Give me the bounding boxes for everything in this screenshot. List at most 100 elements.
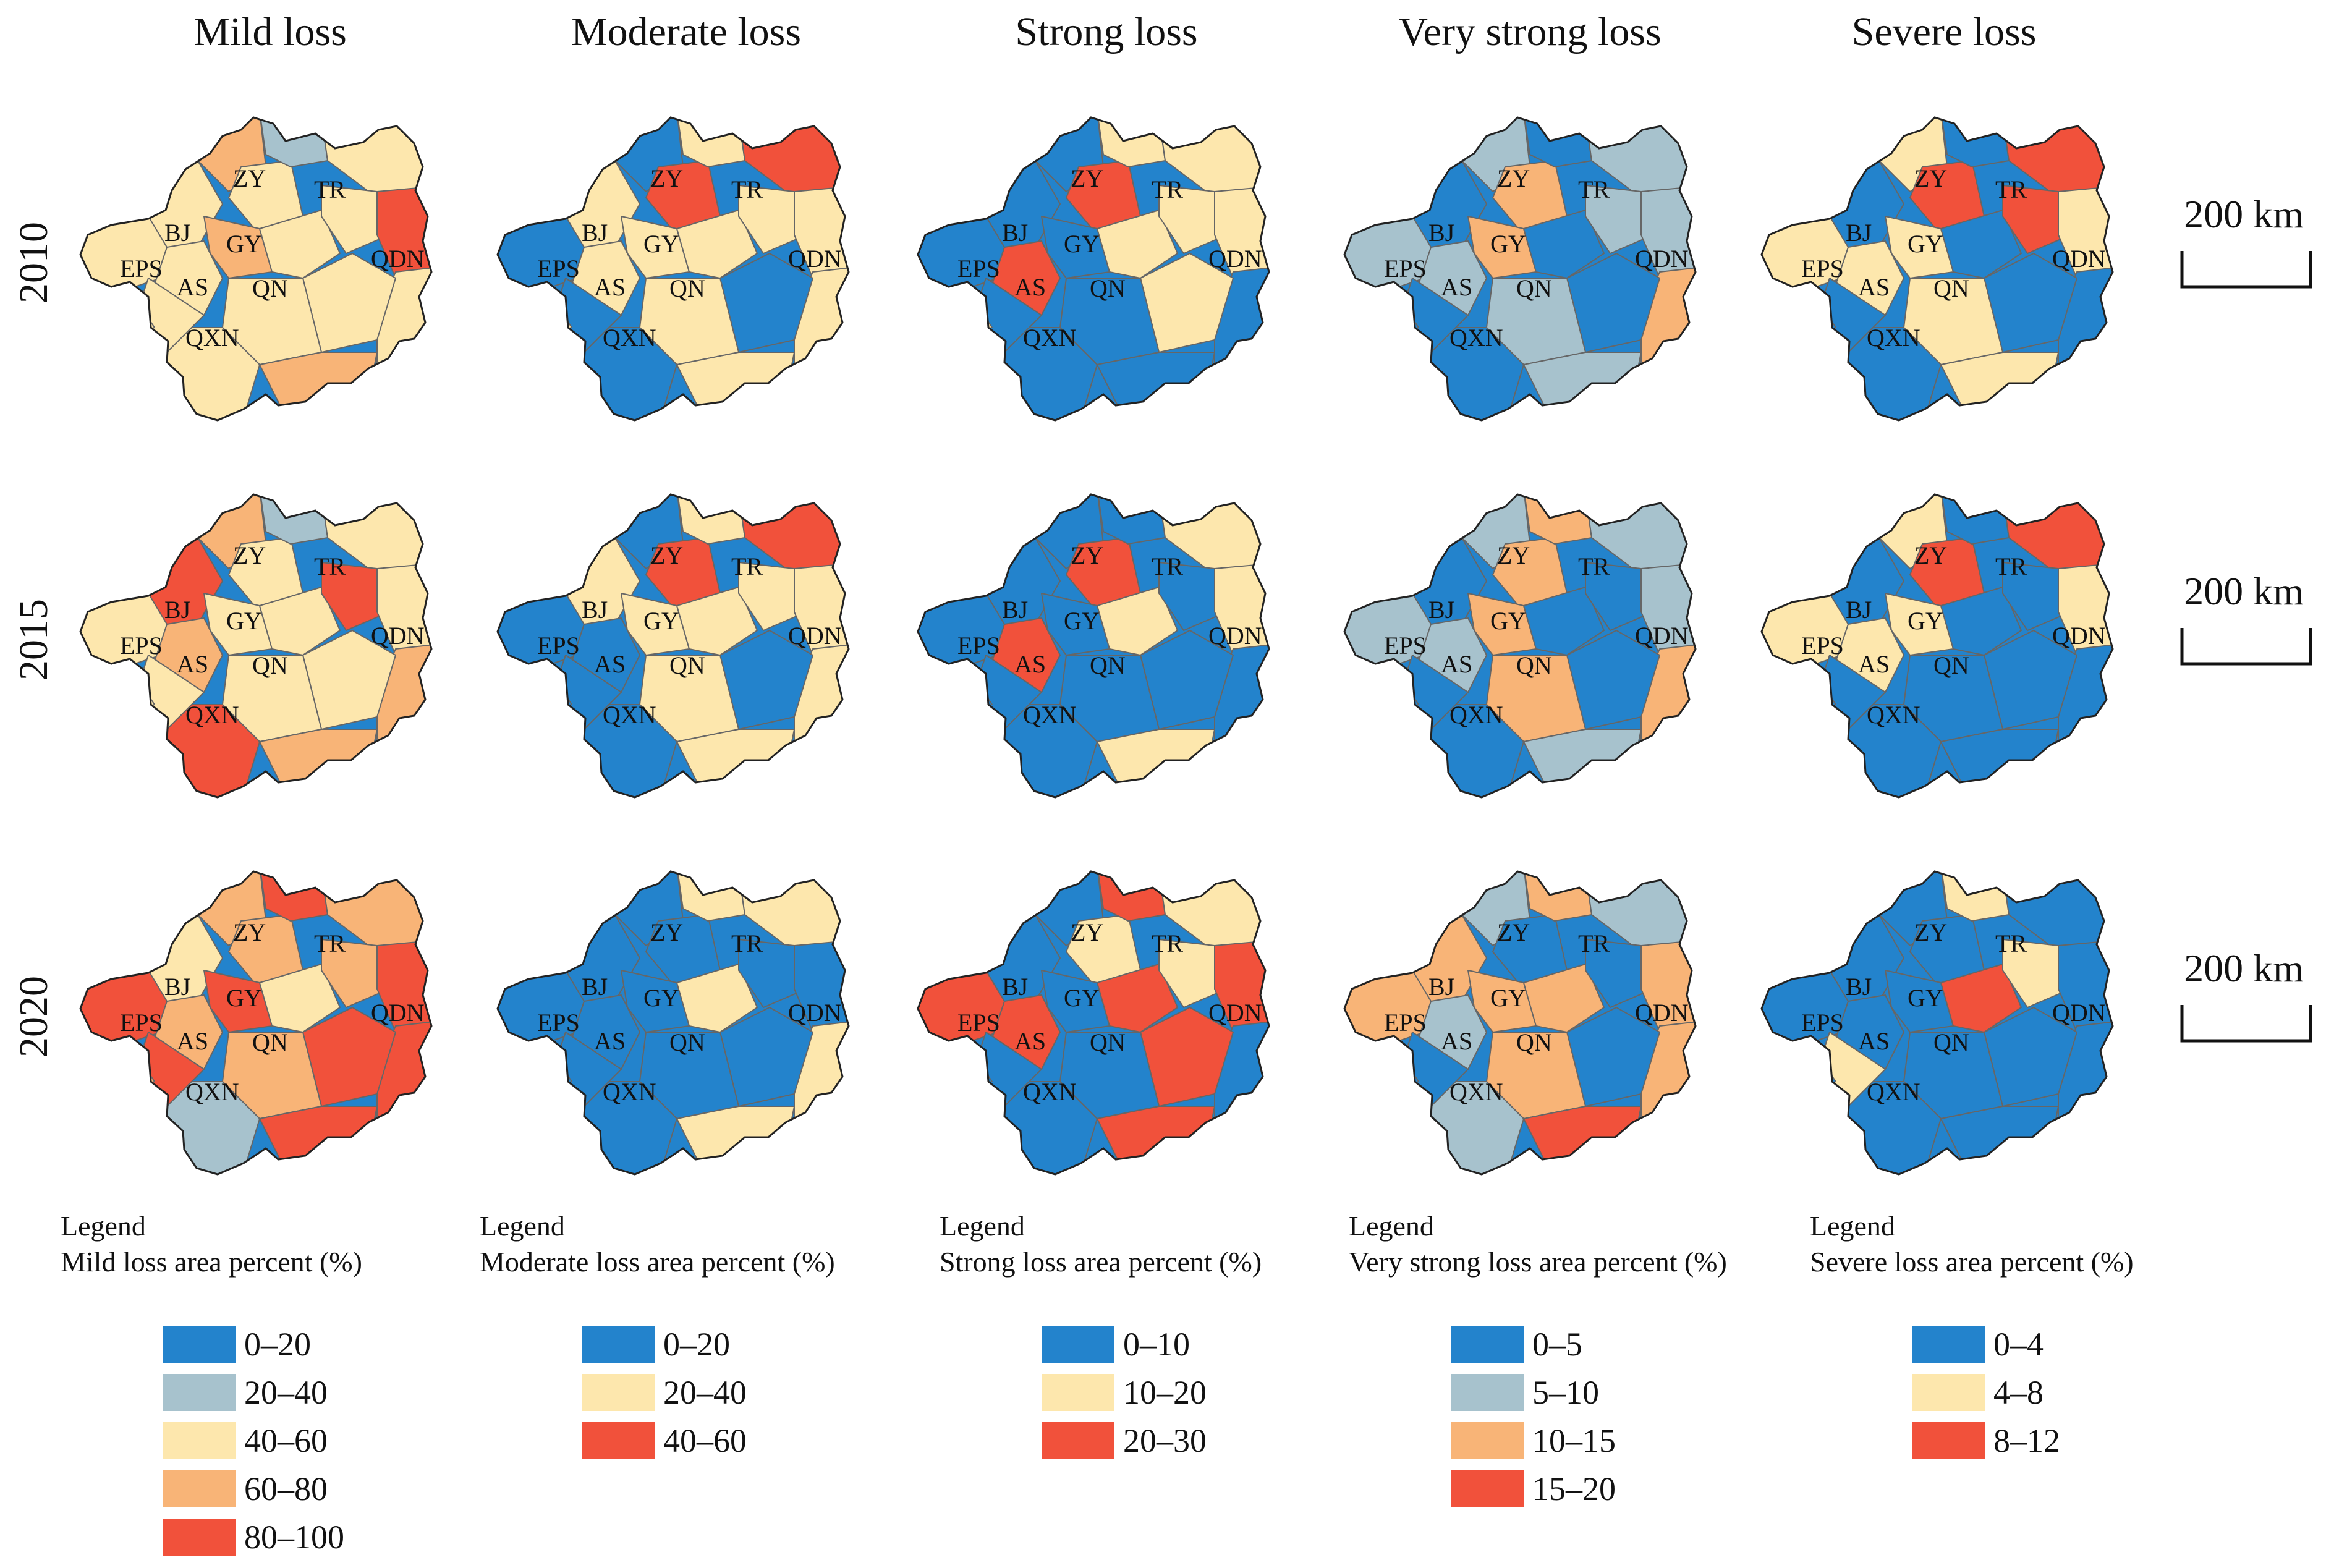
region-label-qn: QN — [669, 274, 705, 302]
region-label-zy: ZY — [1914, 918, 1947, 946]
region-label-as: AS — [177, 273, 208, 301]
region-label-qxn: QXN — [1023, 701, 1077, 729]
province-outline — [917, 870, 1270, 1176]
map-region — [1467, 593, 1537, 656]
region-label-gy: GY — [1908, 984, 1943, 1012]
region-label-qn: QN — [669, 651, 705, 679]
region-label-eps: EPS — [1384, 632, 1427, 659]
region-label-gy: GY — [643, 984, 679, 1012]
region-label-gy: GY — [1064, 230, 1100, 258]
region-label-qxn: QXN — [185, 324, 239, 352]
map-region — [203, 970, 273, 1033]
map-region — [259, 729, 378, 797]
region-label-qn: QN — [252, 1028, 288, 1056]
map-region — [1885, 593, 1954, 656]
map-region — [1585, 939, 1654, 1008]
province-outline — [79, 116, 433, 422]
map-region — [2002, 939, 2071, 1008]
region-label-qn: QN — [1933, 651, 1969, 679]
region-label-tr: TR — [1152, 176, 1183, 203]
region-label-tr: TR — [1995, 553, 2027, 580]
region-label-qn: QN — [1090, 651, 1126, 679]
map-region — [2002, 562, 2071, 631]
region-label-qxn: QXN — [603, 701, 656, 729]
map-very-strong-2015: ZY TR BJ GY QDN EPS AS QN QXN — [1320, 470, 1715, 816]
region-label-qxn: QXN — [1023, 324, 1077, 352]
region-label-zy: ZY — [650, 918, 683, 946]
map-region — [203, 216, 273, 279]
map-region — [676, 587, 758, 656]
map-region — [1097, 729, 1215, 797]
region-label-qxn: QXN — [603, 324, 656, 352]
region-label-zy: ZY — [233, 918, 266, 946]
region-label-tr: TR — [314, 930, 346, 957]
region-label-as: AS — [1858, 1027, 1890, 1055]
legend-swatch — [582, 1326, 655, 1363]
legend-moderate: Legend Moderate loss area percent (%) 0–20… — [480, 1208, 835, 1459]
legend-title: Legend — [940, 1210, 1025, 1242]
region-label-tr: TR — [314, 553, 346, 580]
region-label-qxn: QXN — [185, 1078, 239, 1106]
scale-bar-2010: 200 km — [2163, 192, 2324, 290]
legend-subtitle: Moderate loss area percent (%) — [480, 1246, 835, 1278]
province-outline — [917, 493, 1270, 799]
legend-item-label: 5–10 — [1532, 1374, 1599, 1411]
region-label-qdn: QDN — [2052, 622, 2106, 650]
legend-subtitle: Severe loss area percent (%) — [1810, 1246, 2134, 1278]
map-mild-2015: ZY TR BJ GY QDN EPS AS QN QXN — [56, 470, 451, 816]
map-region — [259, 1106, 378, 1174]
province-outline — [1760, 116, 2114, 422]
region-label-qdn: QDN — [1208, 245, 1262, 273]
legend-item-label: 0–10 — [1123, 1326, 1190, 1363]
map-region — [2002, 185, 2071, 254]
scale-bar-label: 200 km — [2184, 569, 2304, 613]
map-region — [1523, 210, 1605, 279]
region-label-as: AS — [1441, 273, 1472, 301]
map-region — [1097, 964, 1178, 1033]
province-outline — [1343, 493, 1697, 799]
region-label-qxn: QXN — [1023, 1078, 1077, 1106]
legend-swatch — [1042, 1326, 1114, 1363]
region-label-eps: EPS — [537, 1009, 580, 1036]
region-label-qn: QN — [1933, 274, 1969, 302]
legend-title: Legend — [480, 1210, 565, 1242]
region-label-as: AS — [1441, 650, 1472, 678]
legend-swatch — [1042, 1374, 1114, 1411]
map-mild-2010: ZY TR BJ GY QDN EPS AS QN QXN — [56, 93, 451, 439]
map-region — [1467, 970, 1537, 1033]
map-region — [1041, 216, 1110, 279]
province-outline — [79, 493, 433, 799]
region-label-eps: EPS — [120, 1009, 163, 1036]
map-region — [1158, 185, 1228, 254]
legend-subtitle: Mild loss area percent (%) — [61, 1246, 362, 1278]
legend-item-label: 40–60 — [244, 1422, 328, 1459]
region-label-bj: BJ — [1428, 973, 1454, 1001]
legend-title: Legend — [1810, 1210, 1895, 1242]
region-label-as: AS — [1441, 1027, 1472, 1055]
legend-swatch — [163, 1422, 236, 1459]
map-severe-2015: ZY TR BJ GY QDN EPS AS QN QXN — [1737, 470, 2133, 816]
map-region — [1885, 216, 1954, 279]
column-title-moderate: Moderate loss — [571, 9, 802, 54]
map-region — [259, 210, 341, 279]
region-label-tr: TR — [731, 176, 763, 203]
legend-item-label: 0–20 — [663, 1326, 730, 1363]
map-very-strong-2010: ZY TR BJ GY QDN EPS AS QN QXN — [1320, 93, 1715, 439]
region-label-tr: TR — [1995, 930, 2027, 957]
region-label-qxn: QXN — [1449, 324, 1503, 352]
legend-item-label: 20–30 — [1123, 1422, 1207, 1459]
region-label-eps: EPS — [1384, 1009, 1427, 1036]
map-region — [621, 970, 690, 1033]
region-label-zy: ZY — [1071, 541, 1103, 569]
region-label-gy: GY — [226, 607, 262, 635]
region-label-eps: EPS — [120, 255, 163, 282]
region-label-gy: GY — [1490, 607, 1526, 635]
region-label-as: AS — [1858, 650, 1890, 678]
map-region — [676, 210, 758, 279]
region-label-qn: QN — [1933, 1028, 1969, 1056]
legend-item-label: 0–5 — [1532, 1326, 1582, 1363]
region-label-qdn: QDN — [1208, 999, 1262, 1027]
region-label-qn: QN — [1516, 651, 1552, 679]
province-outline — [917, 116, 1270, 422]
legend-swatch — [163, 1470, 236, 1507]
